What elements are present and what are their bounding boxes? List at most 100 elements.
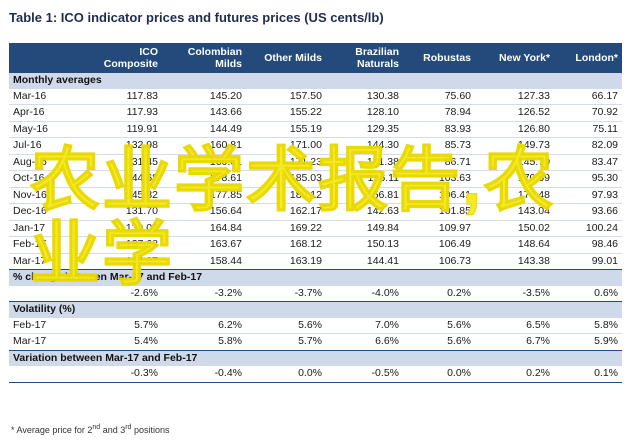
- cell-value: 144.68: [84, 170, 162, 188]
- cell-value: 178.61: [162, 170, 246, 188]
- cell-value: 145.20: [162, 88, 246, 105]
- cell-value: 101.85: [403, 203, 475, 221]
- table-row: Mar-17 134.07 158.44 163.19 144.41 106.73 143.…: [9, 253, 622, 270]
- cell-value: 5.8%: [162, 333, 246, 351]
- cell-value: 149.73: [475, 137, 554, 155]
- cell-value: -0.4%: [162, 366, 246, 383]
- cell-value: 0.2%: [475, 366, 554, 383]
- cell-value: 6.6%: [326, 333, 403, 351]
- cell-value: 126.52: [475, 104, 554, 122]
- cell-value: 117.83: [84, 88, 162, 105]
- table-row: Mar-17 5.4% 5.8% 5.7% 6.6% 5.6% 6.7% 5.9%: [9, 333, 622, 351]
- table-row: Feb-17 5.7% 6.2% 5.6% 7.0% 5.6% 6.5% 5.8%: [9, 317, 622, 334]
- section-label: Variation between Mar-17 and Feb-17: [9, 350, 622, 366]
- cell-value: 103.63: [403, 170, 475, 188]
- table-row: Aug-16 131.45 160.61 171.23 141.38 86.71 145.7…: [9, 154, 622, 171]
- table-row: May-16 119.91 144.49 155.19 129.35 83.93 126.8…: [9, 121, 622, 138]
- cell-value: 177.85: [162, 187, 246, 204]
- cell-value: 186.12: [246, 187, 326, 204]
- cell-value: 95.30: [554, 170, 622, 188]
- row-label: Feb-17: [9, 317, 84, 334]
- cell-value: 156.11: [326, 170, 403, 188]
- cell-value: 66.17: [554, 88, 622, 105]
- section-label: Monthly averages: [9, 73, 622, 89]
- cell-value: 5.6%: [246, 317, 326, 334]
- cell-value: 119.91: [84, 121, 162, 138]
- cell-value: 145.82: [84, 187, 162, 204]
- cell-value: 134.07: [84, 253, 162, 270]
- table-row: -2.6% -3.2% -3.7% -4.0% 0.2% -3.5% 0.6%: [9, 285, 622, 302]
- cell-value: 129.35: [326, 121, 403, 138]
- cell-value: 5.6%: [403, 333, 475, 351]
- column-header: London*: [554, 43, 622, 73]
- row-label: Aug-16: [9, 154, 84, 171]
- cell-value: 83.47: [554, 154, 622, 171]
- cell-value: 128.10: [326, 104, 403, 122]
- table-row: Apr-16 117.93 143.66 155.22 128.10 78.94 126.5…: [9, 104, 622, 122]
- cell-value: 130.38: [326, 88, 403, 105]
- cell-value: 144.30: [326, 137, 403, 155]
- cell-value: 143.66: [162, 104, 246, 122]
- cell-value: 144.41: [326, 253, 403, 270]
- cell-value: 6.7%: [475, 333, 554, 351]
- cell-value: 137.68: [84, 236, 162, 254]
- cell-value: 171.23: [246, 154, 326, 171]
- cell-value: 106.73: [403, 253, 475, 270]
- cell-value: -3.5%: [475, 285, 554, 302]
- cell-value: 168.12: [246, 236, 326, 254]
- cell-value: 156.64: [162, 203, 246, 221]
- cell-value: 150.02: [475, 220, 554, 237]
- cell-value: 150.13: [326, 236, 403, 254]
- cell-value: 164.84: [162, 220, 246, 237]
- cell-value: 78.94: [403, 104, 475, 122]
- cell-value: 155.22: [246, 104, 326, 122]
- cell-value: 97.93: [554, 187, 622, 204]
- cell-value: 106.41: [403, 187, 475, 204]
- cell-value: 131.70: [84, 203, 162, 221]
- cell-value: 0.2%: [403, 285, 475, 302]
- cell-value: 169.22: [246, 220, 326, 237]
- column-header: Robustas: [403, 43, 475, 73]
- cell-value: 109.97: [403, 220, 475, 237]
- cell-value: 7.0%: [326, 317, 403, 334]
- row-label: Jan-17: [9, 220, 84, 237]
- cell-value: 85.73: [403, 137, 475, 155]
- table-row: -0.3% -0.4% 0.0% -0.5% 0.0% 0.2% 0.1%: [9, 366, 622, 383]
- table-row: Jan-17 139.07 164.84 169.22 149.84 109.97 150.…: [9, 220, 622, 237]
- table-row: Jul-16 132.98 160.81 171.00 144.30 85.73 149.7…: [9, 137, 622, 155]
- table-row: Dec-16 131.70 156.64 162.17 142.63 101.85 143.…: [9, 203, 622, 221]
- cell-value: -3.2%: [162, 285, 246, 302]
- cell-value: 160.61: [162, 154, 246, 171]
- cell-value: 99.01: [554, 253, 622, 270]
- column-header: Other Milds: [246, 43, 326, 73]
- cell-value: 98.46: [554, 236, 622, 254]
- cell-value: 70.92: [554, 104, 622, 122]
- cell-value: 5.4%: [84, 333, 162, 351]
- section-header: Volatility (%): [9, 301, 622, 318]
- row-label: May-16: [9, 121, 84, 138]
- column-header: Colombian Milds: [162, 43, 246, 73]
- row-label: Mar-17: [9, 333, 84, 351]
- cell-value: 157.50: [246, 88, 326, 105]
- row-label: Apr-16: [9, 104, 84, 122]
- row-label: Jul-16: [9, 137, 84, 155]
- cell-value: 139.07: [84, 220, 162, 237]
- cell-value: 6.5%: [475, 317, 554, 334]
- table-title: Table 1: ICO indicator prices and future…: [9, 10, 384, 25]
- cell-value: 5.7%: [246, 333, 326, 351]
- cell-value: 82.09: [554, 137, 622, 155]
- row-label: Mar-16: [9, 88, 84, 105]
- cell-value: 143.38: [475, 253, 554, 270]
- cell-value: 5.8%: [554, 317, 622, 334]
- section-header: % change between Mar-17 and Feb-17: [9, 269, 622, 286]
- cell-value: 0.0%: [403, 366, 475, 383]
- cell-value: 0.6%: [554, 285, 622, 302]
- cell-value: 83.93: [403, 121, 475, 138]
- footnote: * Average price for 2nd and 3rd position…: [11, 424, 170, 435]
- cell-value: 149.84: [326, 220, 403, 237]
- table-row: Mar-16 117.83 145.20 157.50 130.38 75.60 127.3…: [9, 88, 622, 105]
- table-row: Feb-17 137.68 163.67 168.12 150.13 106.49 148.…: [9, 236, 622, 254]
- cell-value: 156.81: [326, 187, 403, 204]
- row-label: Oct-16: [9, 170, 84, 188]
- cell-value: 185.03: [246, 170, 326, 188]
